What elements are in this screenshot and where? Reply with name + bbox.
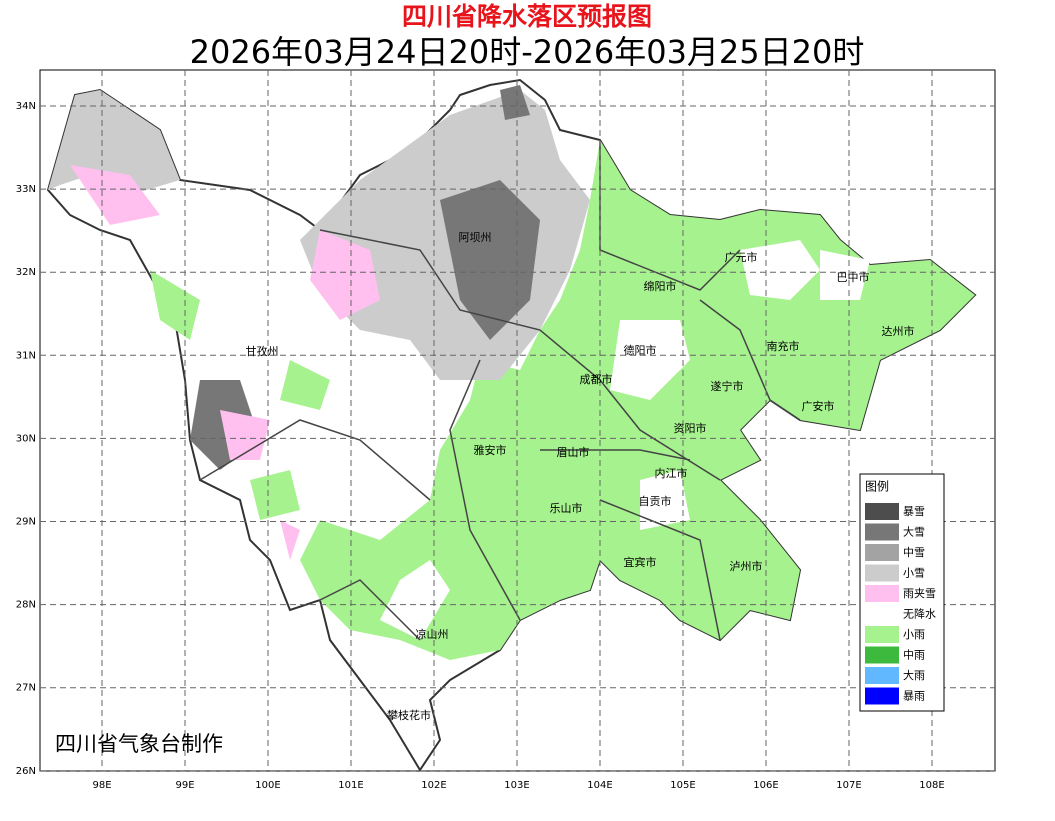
lon-tick-label: 104E [587, 780, 612, 791]
legend-title: 图例 [865, 480, 889, 494]
light-rain-area [150, 270, 330, 520]
city-label: 内江市 [655, 466, 688, 480]
city-label: 绵阳市 [644, 279, 677, 293]
city-label: 攀枝花市 [387, 708, 431, 722]
prefecture-boundaries [199, 140, 801, 641]
legend-label: 暴雨 [903, 690, 925, 703]
city-label: 阿坝州 [459, 230, 492, 244]
city-label: 达州市 [882, 324, 915, 338]
legend-swatch [865, 503, 899, 520]
legend-label: 雨夹雪 [903, 587, 936, 600]
legend-swatch [865, 626, 899, 643]
lat-tick-label: 32N [16, 267, 36, 278]
sleet-area [70, 165, 380, 560]
subtitle: 2026年03月24日20时-2026年03月25日20时 [190, 33, 865, 71]
no-precip-area [380, 240, 870, 640]
lon-tick-label: 103E [504, 780, 529, 791]
city-label: 雅安市 [474, 443, 507, 457]
legend-label: 无降水 [903, 607, 936, 621]
lon-tick-label: 108E [919, 780, 944, 791]
legend-swatch [865, 605, 899, 623]
lat-tick-label: 31N [16, 350, 36, 361]
lon-tick-label: 101E [338, 780, 363, 791]
city-label: 遂宁市 [711, 379, 744, 393]
map [46, 78, 977, 772]
city-label: 成都市 [580, 372, 613, 386]
title: 四川省降水落区预报图 [402, 2, 652, 31]
lon-tick-label: 98E [92, 780, 111, 791]
legend-label: 小雪 [903, 567, 925, 580]
city-label: 凉山州 [416, 627, 449, 641]
city-label: 乐山市 [550, 501, 583, 515]
legend-swatch [865, 667, 899, 684]
legend-label: 大雨 [903, 668, 925, 682]
legend-label: 大雪 [903, 525, 925, 539]
credit: 四川省气象台制作 [55, 732, 223, 756]
lon-tick-label: 105E [670, 780, 695, 791]
lon-tick-label: 99E [175, 780, 194, 791]
legend-label: 中雪 [903, 546, 925, 559]
lat-tick-label: 28N [16, 600, 36, 611]
legend-swatch [865, 544, 899, 561]
legend-swatch [865, 646, 899, 664]
legend-swatch [865, 564, 899, 582]
lat-tick-label: 27N [16, 683, 36, 694]
city-label: 巴中市 [837, 270, 870, 284]
city-label: 泸州市 [730, 559, 763, 573]
city-label: 德阳市 [624, 343, 657, 357]
lon-tick-label: 100E [255, 780, 280, 791]
city-label: 自贡市 [639, 494, 672, 508]
lat-tick-label: 29N [16, 517, 36, 528]
legend-label: 暴雪 [903, 505, 925, 518]
city-label: 眉山市 [557, 445, 590, 459]
lat-tick-label: 30N [16, 433, 36, 444]
legend-swatch [865, 585, 899, 602]
city-label: 资阳市 [674, 421, 707, 435]
lat-tick-label: 34N [16, 101, 36, 112]
legend-label: 小雨 [903, 628, 925, 641]
city-label: 广元市 [725, 250, 758, 264]
city-label: 甘孜州 [246, 344, 279, 358]
city-label: 宜宾市 [624, 555, 657, 569]
legend-swatch [865, 523, 899, 541]
legend-label: 中雨 [903, 649, 925, 662]
legend-swatch [865, 687, 899, 705]
lon-tick-label: 107E [836, 780, 861, 791]
city-label: 广安市 [802, 399, 835, 413]
lon-tick-label: 102E [421, 780, 446, 791]
lat-tick-label: 26N [16, 766, 36, 777]
city-label: 南充市 [767, 339, 800, 353]
lat-tick-label: 33N [16, 184, 36, 195]
lon-tick-label: 106E [753, 780, 778, 791]
